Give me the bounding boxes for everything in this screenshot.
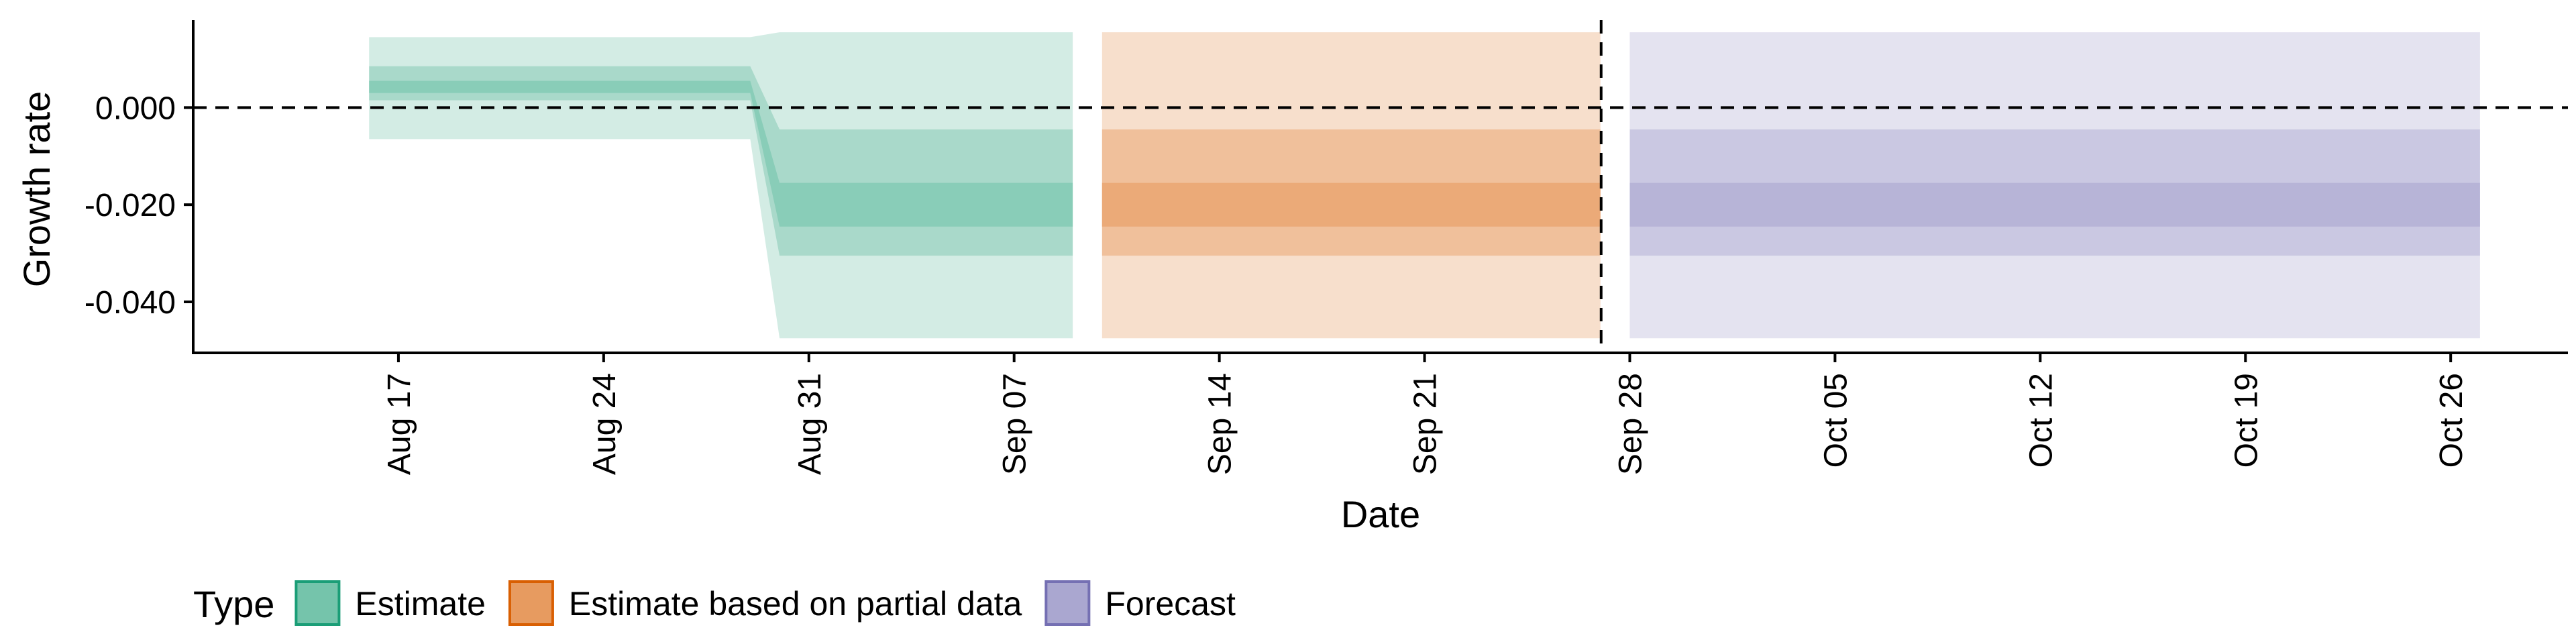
series-2-bands xyxy=(1629,32,2480,339)
y-tick-label: 0.000 xyxy=(95,91,176,126)
x-tick-label: Aug 17 xyxy=(382,373,417,475)
tick-marks xyxy=(184,106,2453,362)
axes xyxy=(192,20,2568,354)
y-tick-label: -0.020 xyxy=(85,188,176,223)
y-axis-title: Growth rate xyxy=(15,91,58,288)
x-tick-label: Oct 12 xyxy=(2023,373,2059,468)
x-tick-label: Oct 05 xyxy=(1818,373,1854,468)
legend-swatch xyxy=(1044,580,1091,626)
x-tick-label: Aug 24 xyxy=(587,373,623,475)
band-outer-series-0 xyxy=(369,32,1073,339)
band-inner-series-1 xyxy=(1102,182,1601,227)
series-0-bands xyxy=(369,32,1073,339)
x-tick-label: Sep 28 xyxy=(1613,373,1648,475)
reference-lines xyxy=(193,20,2568,353)
legend-swatch xyxy=(294,580,341,626)
legend-swatch xyxy=(508,580,554,626)
band-inner-series-2 xyxy=(1629,182,2480,227)
x-axis-title: Date xyxy=(1341,493,1420,535)
legend-label: Estimate xyxy=(355,585,486,623)
x-tick-label: Oct 26 xyxy=(2434,373,2469,468)
legend-label: Estimate based on partial data xyxy=(569,585,1022,623)
x-tick-label: Sep 21 xyxy=(1408,373,1444,475)
legend-title: Type xyxy=(193,583,274,625)
legend: Type Estimate Estimate based on partial d… xyxy=(193,580,1236,626)
x-tick-label: Oct 19 xyxy=(2229,373,2264,468)
x-tick-label: Sep 07 xyxy=(998,373,1033,475)
legend-label: Forecast xyxy=(1105,585,1236,623)
series-1-bands xyxy=(1102,32,1601,339)
band-inner-series-0 xyxy=(369,80,1073,227)
x-tick-label: Aug 31 xyxy=(792,373,828,475)
y-tick-label: -0.040 xyxy=(85,285,176,321)
credible-interval-bands xyxy=(369,32,2480,339)
x-tick-label: Sep 14 xyxy=(1203,373,1238,475)
